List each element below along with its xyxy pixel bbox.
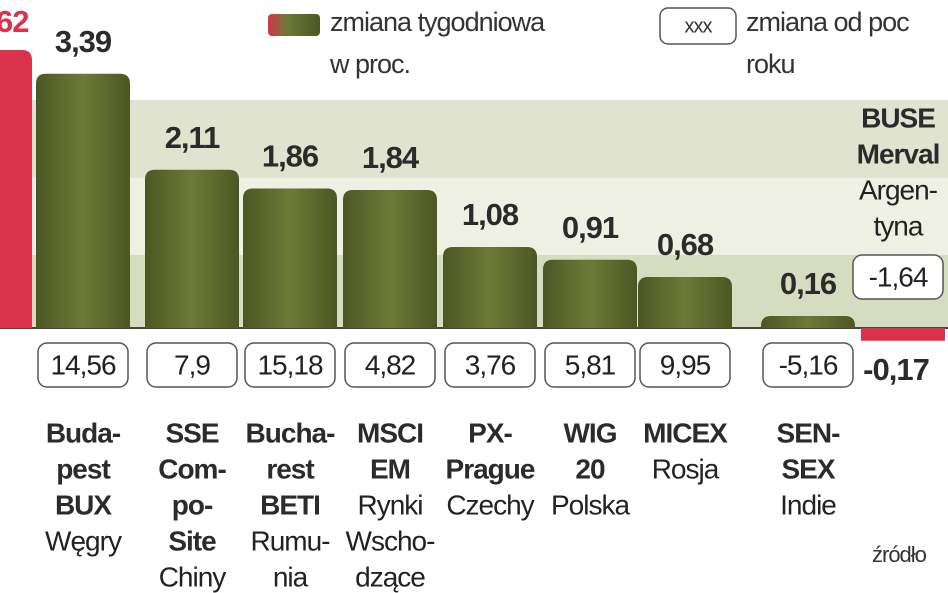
- source: źródło: [872, 542, 927, 567]
- value-label: 0,16: [780, 266, 837, 301]
- ytd-box: [544, 342, 636, 388]
- category-label: tyna: [874, 210, 924, 241]
- category-label: Czechy: [446, 489, 534, 520]
- legend-text: zmiana tygodniowa: [330, 7, 546, 37]
- ytd-label: -5,16: [779, 349, 838, 380]
- value-label: 1,08: [462, 197, 519, 232]
- category-label: po-: [172, 489, 213, 520]
- ytd-box: [444, 342, 536, 388]
- ytd-label: -1,64: [869, 261, 928, 292]
- category-label: Argen-: [859, 174, 938, 205]
- bar: [343, 190, 437, 328]
- bar: [543, 259, 637, 328]
- category-label: BUX: [55, 489, 112, 520]
- category-label: 20: [575, 453, 605, 484]
- category-label: WIG: [564, 417, 617, 448]
- category-label: Com-: [158, 453, 226, 484]
- category-label: Rynki: [357, 489, 422, 520]
- category-label: Polska: [551, 489, 630, 520]
- ytd-box: [146, 342, 238, 388]
- category-label: SEX: [781, 453, 835, 484]
- category-label: MSCI: [357, 417, 423, 448]
- legend-text: w proc.: [329, 49, 410, 79]
- category-label: Indie: [780, 489, 836, 520]
- legend-box-text: xxx: [685, 15, 713, 37]
- category-label: Wscho-: [346, 525, 436, 556]
- ytd-label: 4,82: [365, 349, 416, 380]
- category-label: Prague: [446, 453, 535, 484]
- bar: [145, 169, 239, 328]
- cropped-bar: [0, 50, 32, 328]
- category-label: Bucha-: [246, 417, 336, 448]
- ytd-box: [852, 254, 944, 300]
- legend-text: zmiana od poc: [746, 7, 909, 37]
- bar: [443, 247, 537, 328]
- ytd-label: 3,76: [465, 349, 516, 380]
- bar: [243, 188, 337, 328]
- category-label: SSE: [165, 417, 218, 448]
- ytd-label: 5,81: [565, 349, 616, 380]
- value-label: 1,84: [362, 140, 420, 175]
- legend-box: [659, 7, 737, 45]
- category-label: Site: [168, 525, 216, 556]
- value-label: 3,39: [55, 24, 112, 59]
- ytd-box: [344, 342, 436, 388]
- value-label: 0,91: [562, 210, 619, 245]
- ytd-box: [762, 342, 854, 388]
- value-label: 2,11: [165, 120, 220, 155]
- ytd-box: [37, 342, 129, 388]
- bar: [638, 277, 732, 328]
- category-label: SEN-: [777, 417, 841, 448]
- ytd-label: 7,9: [174, 349, 210, 380]
- category-label: pest: [56, 453, 110, 484]
- ytd-label: 9,95: [660, 349, 711, 380]
- ytd-label: 14,56: [50, 349, 115, 380]
- value-label: 0,68: [657, 227, 714, 262]
- category-label: Chiny: [159, 561, 227, 592]
- category-label: EM: [370, 453, 410, 484]
- bar: [861, 328, 945, 341]
- category-label: MICEX: [643, 417, 728, 448]
- category-label: BETI: [260, 489, 320, 520]
- category-label: dzące: [355, 561, 425, 592]
- value-label: -0,17: [863, 352, 929, 387]
- category-label: Węgry: [45, 525, 122, 556]
- category-label: rest: [266, 453, 314, 484]
- bar: [36, 73, 130, 328]
- category-label: BUSE: [861, 102, 935, 133]
- category-label: Merval: [857, 138, 940, 169]
- band: [0, 100, 948, 178]
- category-label: Buda-: [46, 417, 121, 448]
- category-label: PX-: [468, 417, 512, 448]
- annotation: 62: [0, 4, 28, 39]
- ytd-box: [639, 342, 731, 388]
- category-label: Rumu-: [250, 525, 330, 556]
- value-label: 1,86: [262, 139, 319, 174]
- legend-text: roku: [746, 49, 795, 79]
- bar: [761, 316, 855, 328]
- category-label: Rosja: [652, 453, 720, 484]
- legend-swatch: [268, 14, 320, 36]
- category-label: nia: [273, 561, 309, 592]
- ytd-box: [244, 342, 336, 388]
- ytd-label: 15,18: [257, 349, 322, 380]
